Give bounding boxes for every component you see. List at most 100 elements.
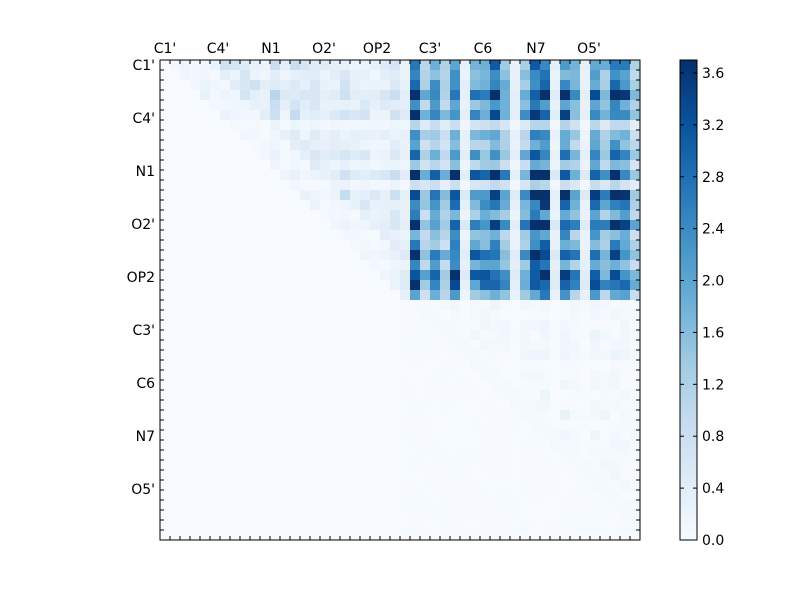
heatmap-cell: [410, 390, 421, 401]
heatmap-cell: [370, 170, 381, 181]
heatmap-cell: [530, 200, 541, 211]
heatmap-cell: [430, 400, 441, 411]
heatmap-cell: [450, 470, 461, 481]
heatmap-cell: [270, 190, 281, 201]
heatmap-cell: [550, 60, 561, 71]
heatmap-cell: [170, 450, 181, 461]
heatmap-cell: [310, 470, 321, 481]
heatmap-cell: [420, 150, 431, 161]
heatmap-cell: [250, 150, 261, 161]
heatmap-cell: [240, 110, 251, 121]
heatmap-cell: [290, 60, 301, 71]
heatmap-cell: [230, 330, 241, 341]
heatmap-cell: [630, 400, 641, 411]
heatmap-cell: [190, 380, 201, 391]
heatmap-cell: [170, 200, 181, 211]
heatmap-cell: [480, 140, 491, 151]
heatmap-cell: [440, 510, 451, 521]
heatmap-cell: [510, 380, 521, 391]
heatmap-cell: [560, 500, 571, 511]
heatmap-cell: [590, 140, 601, 151]
heatmap-cell: [520, 260, 531, 271]
heatmap-cell: [380, 140, 391, 151]
heatmap-cell: [520, 170, 531, 181]
heatmap-cell: [240, 480, 251, 491]
heatmap-cell: [400, 490, 411, 501]
heatmap-cell: [330, 220, 341, 231]
heatmap-cell: [270, 380, 281, 391]
heatmap-cell: [410, 310, 421, 321]
heatmap-cell: [270, 130, 281, 141]
heatmap-cell: [560, 300, 571, 311]
heatmap-cell: [430, 520, 441, 531]
heatmap-cell: [290, 70, 301, 81]
heatmap-cell: [610, 380, 621, 391]
heatmap-cell: [180, 130, 191, 141]
heatmap-cell: [360, 450, 371, 461]
heatmap-cell: [200, 100, 211, 111]
heatmap-cell: [580, 280, 591, 291]
heatmap-cell: [190, 400, 201, 411]
heatmap-cell: [540, 290, 551, 301]
heatmap-cell: [160, 210, 171, 221]
heatmap-cell: [520, 360, 531, 371]
heatmap-cell: [620, 110, 631, 121]
heatmap-cell: [620, 360, 631, 371]
heatmap-cell: [500, 160, 511, 171]
heatmap-cell: [360, 220, 371, 231]
heatmap-cell: [260, 500, 271, 511]
heatmap-cell: [410, 210, 421, 221]
heatmap-cell: [280, 450, 291, 461]
heatmap-cell: [290, 100, 301, 111]
heatmap-cell: [450, 140, 461, 151]
heatmap-cell: [440, 140, 451, 151]
heatmap-cell: [210, 240, 221, 251]
heatmap-cell: [450, 450, 461, 461]
heatmap-cell: [190, 420, 201, 431]
heatmap-cell: [290, 170, 301, 181]
heatmap-cell: [340, 140, 351, 151]
heatmap-cell: [240, 70, 251, 81]
heatmap-cell: [210, 180, 221, 191]
heatmap-cell: [420, 290, 431, 301]
heatmap-cell: [490, 100, 501, 111]
heatmap-cell: [190, 320, 201, 331]
heatmap-cell: [170, 140, 181, 151]
heatmap-cell: [280, 260, 291, 271]
x-tick-label: N1: [261, 41, 280, 57]
heatmap-cell: [490, 500, 501, 511]
heatmap-cell: [170, 70, 181, 81]
heatmap-cell: [590, 310, 601, 321]
heatmap-cell: [400, 250, 411, 261]
heatmap-cell: [390, 120, 401, 131]
heatmap-cell: [160, 110, 171, 121]
heatmap-cell: [550, 370, 561, 381]
heatmap-cell: [250, 140, 261, 151]
heatmap-cell: [350, 490, 361, 501]
heatmap-cell: [590, 280, 601, 291]
heatmap-cell: [520, 490, 531, 501]
heatmap-cell: [160, 320, 171, 331]
heatmap-cell: [620, 120, 631, 131]
heatmap-cell: [220, 450, 231, 461]
heatmap-cell: [330, 100, 341, 111]
heatmap-cell: [320, 100, 331, 111]
heatmap-cell: [190, 480, 201, 491]
heatmap-cell: [500, 100, 511, 111]
heatmap-cell: [470, 240, 481, 251]
heatmap-cell: [270, 440, 281, 451]
heatmap-cell: [360, 150, 371, 161]
heatmap-cell: [390, 60, 401, 71]
heatmap-cell: [160, 340, 171, 351]
heatmap-cell: [290, 320, 301, 331]
heatmap-cell: [490, 280, 501, 291]
heatmap-cell: [480, 360, 491, 371]
heatmap-cell: [550, 330, 561, 341]
heatmap-cell: [480, 160, 491, 171]
heatmap-cell: [580, 330, 591, 341]
heatmap-cell: [470, 490, 481, 501]
heatmap-cell: [260, 340, 271, 351]
heatmap-cell: [440, 380, 451, 391]
heatmap-cell: [280, 440, 291, 451]
heatmap-cell: [240, 170, 251, 181]
